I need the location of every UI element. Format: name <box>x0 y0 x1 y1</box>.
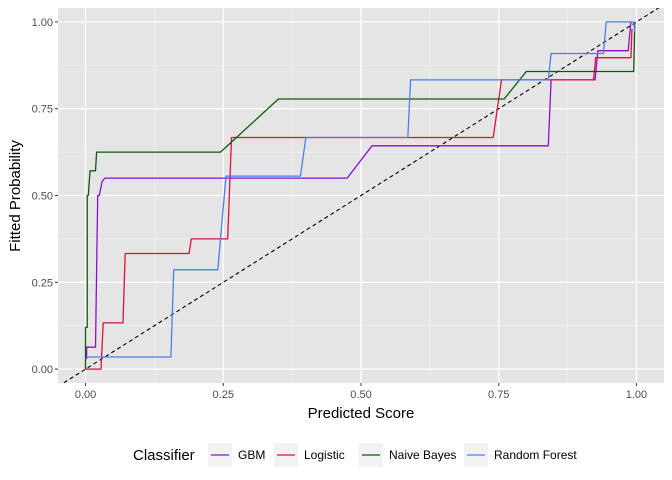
x-tick-label: 0.50 <box>350 389 371 401</box>
legend: Classifier GBM Logistic Naive Bayes Random … <box>133 443 577 467</box>
y-axis-title: Fitted Probability <box>7 140 24 252</box>
x-tick-label: 1.00 <box>626 389 647 401</box>
y-tick-label: 1.00 <box>32 17 53 29</box>
legend-title: Classifier <box>133 447 195 464</box>
legend-item-naive-bayes: Naive Bayes <box>359 443 456 467</box>
legend-label: Naive Bayes <box>389 448 456 462</box>
x-tick-label: 0.25 <box>213 389 234 401</box>
diagonal-reference-line <box>62 8 660 383</box>
legend-item-logistic: Logistic <box>274 443 345 467</box>
y-tick-label: 0.25 <box>32 277 53 289</box>
y-tick-label: 0.50 <box>32 191 53 203</box>
series-line-random-forest <box>85 21 636 360</box>
legend-label: Logistic <box>304 448 345 462</box>
series-line-naive-bayes <box>84 21 636 370</box>
y-tick-label: 0.00 <box>32 364 53 376</box>
legend-item-random-forest: Random Forest <box>464 443 577 467</box>
legend-label: GBM <box>238 448 265 462</box>
axes: 0.00 0.25 0.50 0.75 1.00 0.00 0.25 0.50 0.75 1.00 <box>32 17 648 401</box>
reference-line <box>62 8 660 383</box>
x-tick-label: 0.75 <box>488 389 509 401</box>
series-lines <box>84 21 636 370</box>
x-axis-title: Predicted Score <box>308 405 415 422</box>
y-tick-label: 0.75 <box>32 104 53 116</box>
x-tick-label: 0.00 <box>75 389 96 401</box>
series-line-logistic <box>85 28 633 370</box>
legend-item-gbm: GBM <box>208 443 265 467</box>
legend-label: Random Forest <box>494 448 577 462</box>
